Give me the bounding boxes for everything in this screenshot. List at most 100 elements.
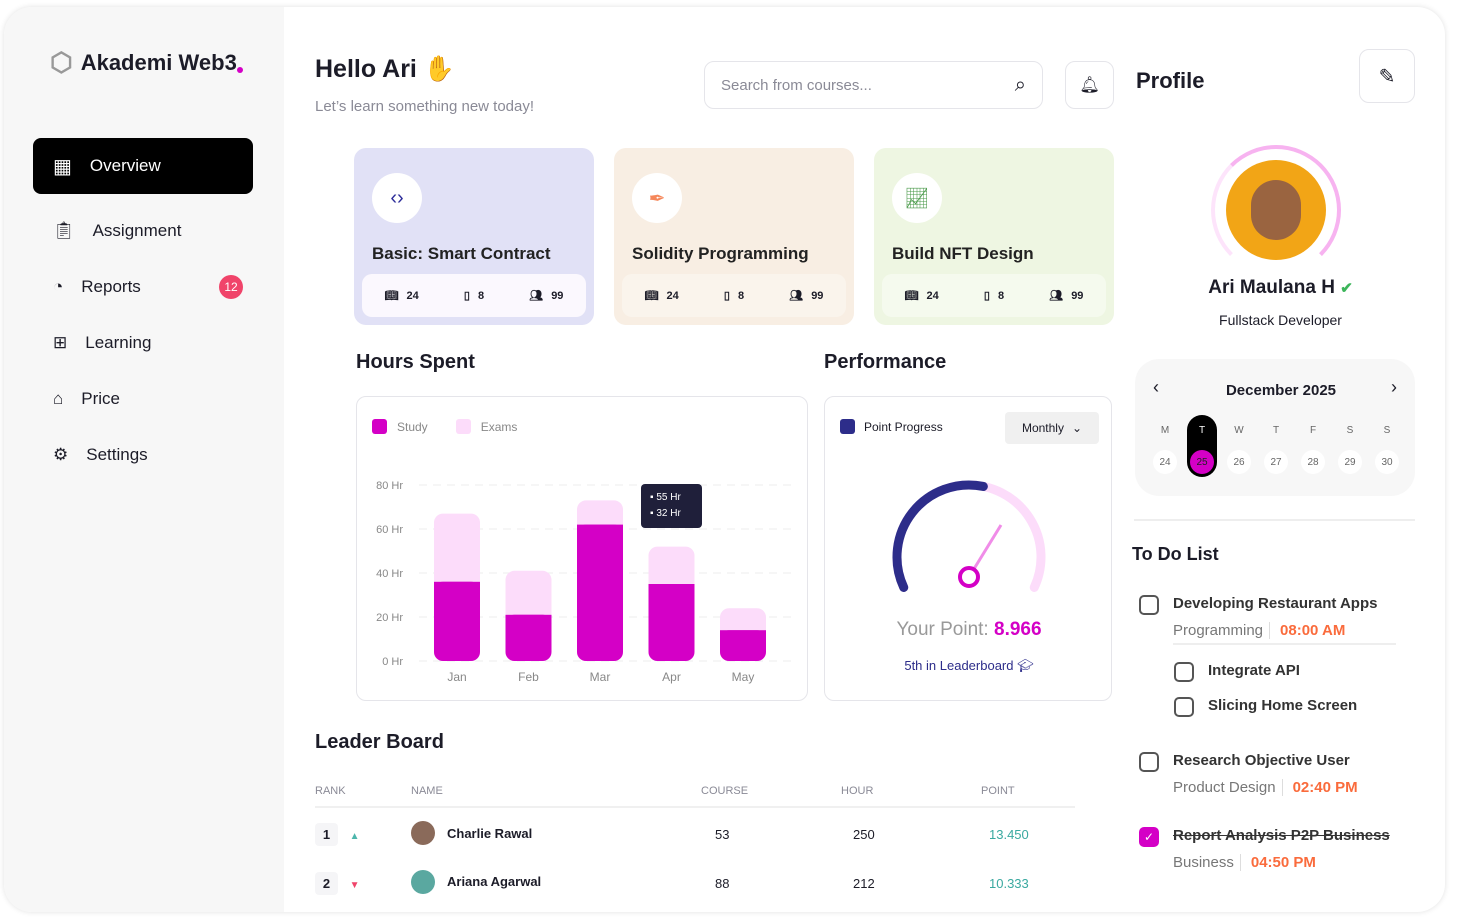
users-icon: 👥︎ 99 [789,289,824,303]
chevron-right-icon[interactable]: › [1391,377,1397,397]
pie-chart-icon: ◔ [53,277,64,296]
wave-icon: ✋ [423,55,455,83]
verified-icon: ✔ [1340,280,1353,297]
checkbox-checked[interactable]: ✓ [1139,827,1159,847]
gauge [892,480,1046,592]
tooltip: ▪ 55 Hr ▪ 32 Hr [641,484,702,528]
checkbox[interactable] [1139,595,1159,615]
avatar [411,821,435,845]
checkbox[interactable] [1174,662,1194,682]
users-icon: 👥︎ 99 [529,289,564,303]
network-logo-icon: ⬡ [50,47,73,77]
x-tick-label: Jan [447,670,466,684]
todo-subitem[interactable]: Slicing Home Screen [1174,697,1357,717]
trend-up-icon: ▲ [349,831,360,842]
period-dropdown[interactable]: Monthly ⌄ [1005,412,1099,444]
checkbox[interactable] [1174,697,1194,717]
sidebar-item-learning[interactable]: ⊞ Learning [53,333,152,352]
bell-icon: 🔔︎ [1079,77,1100,94]
checkbox[interactable] [1139,752,1159,772]
your-point: Your Point: 8.966 [896,619,1042,640]
logo[interactable]: ⬡ Akademi Web3 [50,47,243,78]
trend-down-icon: ▼ [349,879,360,891]
profile-title: Profile [1136,68,1205,93]
legend-study: Study [372,419,428,434]
x-tick-label: May [732,670,755,684]
sidebar-item-settings[interactable]: ⚙ Settings [53,445,148,464]
calendar-day[interactable]: M 24 [1150,415,1180,477]
notification-button[interactable]: 🔔︎ [1065,61,1114,109]
todo-item-done[interactable]: ✓ Report Analysis P2P Business Business 04:… [1139,827,1390,871]
calendar-day[interactable]: F 28 [1298,415,1328,477]
search-input[interactable]: Search from courses... ⌕ [704,61,1043,109]
table-row[interactable]: 2 ▼ Ariana Agarwal 88 212 10.333 [315,861,1075,905]
y-tick-label: 0 Hr [382,656,403,668]
calendar-day[interactable]: T 27 [1261,415,1291,477]
calendar-day[interactable]: W 26 [1224,415,1254,477]
chevron-down-icon: ⌄ [1071,421,1083,435]
gear-icon: ⚙ [53,445,69,464]
book-icon: 📖︎ 24 [904,289,939,303]
sidebar-item-price[interactable]: ⌂ Price [53,389,121,408]
clipboard-icon: 📋︎ [53,221,75,240]
bar-study-top [720,630,766,641]
bar-study-top [434,581,480,592]
x-tick-label: Feb [518,670,539,684]
hours-title: Hours Spent [356,351,475,373]
performance-panel: Point Progress Monthly ⌄ Your Point: 8.96… [824,396,1112,701]
course-card[interactable]: ✒ Solidity Programming 📖︎ 24 ▯ 8 👥︎ 99 [614,148,854,325]
todo-item[interactable]: Research Objective User Product Design 02:… [1139,752,1358,796]
file-plus-icon: ⊞ [53,333,68,352]
calendar-day[interactable]: T 25 [1187,415,1217,477]
stacked-bar-chart: 0 Hr 20 Hr 40 Hr 60 Hr 80 Hr Jan Feb Mar Apr May [376,480,793,684]
hours-chart-panel: Study Exams 0 Hr 20 Hr 40 Hr 60 Hr 80 Hr Jan F… [356,396,808,701]
search-icon[interactable]: ⌕ [1014,73,1026,96]
edit-icon: ✎ [1378,65,1396,88]
sidebar-item-overview[interactable]: ▦ Overview [33,138,253,194]
profile-role: Fullstack Developer [1219,312,1342,328]
bar-study-top [648,584,695,594]
nft-chart-icon: 📈︎ [892,173,942,223]
sidebar-item-reports[interactable]: ◔ Reports 12 [33,259,253,315]
chevron-left-icon[interactable]: ‹ [1153,377,1159,397]
inbox-icon: ⌂ [53,389,64,408]
x-tick-label: Apr [662,670,681,684]
clipboard-icon: ▯ 8 [723,289,745,303]
clipboard-icon: ▯ 8 [463,289,485,303]
code-window-icon: ‹› [372,173,422,223]
performance-title: Performance [824,351,947,373]
y-tick-label: 40 Hr [376,568,403,580]
app-window: ⬡ Akademi Web3 ▦ Overview 📋︎ Assignment ◔ Re… [4,7,1445,912]
table-row[interactable]: 1 ▲ Charlie Rawal 53 250 13.450 [315,807,1075,861]
leaderboard-rank[interactable]: 5th in Leaderboard 🎓︎ [904,658,1034,673]
bar-study [505,614,552,661]
sidebar-item-assignment[interactable]: 📋︎ Assignment [53,221,182,240]
bar-study-top [505,614,552,625]
users-icon: 👥︎ 99 [1049,289,1084,303]
leaderboard-title: Leader Board [315,731,444,753]
legend-exams: Exams [455,419,517,434]
calendar: ‹ December 2025 › M 24 T 25 W 26 T 27 F 28 S 29 S 30 [1135,359,1415,496]
graduation-cap-icon: 🎓︎ [1017,658,1034,673]
calendar-day[interactable]: S 29 [1335,415,1365,477]
bar-study-top [577,524,623,535]
todo-item[interactable]: Developing Restaurant Apps Programming 08:… [1139,595,1396,645]
subtitle: Let’s learn something new today! [315,98,535,115]
calendar-day[interactable]: S 30 [1372,415,1402,477]
profile-avatar [1226,160,1326,260]
todo-subitem[interactable]: Integrate API [1174,662,1300,682]
bar-study [648,584,695,661]
course-card[interactable]: 📈︎ Build NFT Design 📖︎ 24 ▯ 8 👥︎ 99 [874,148,1114,325]
y-tick-label: 80 Hr [376,480,403,492]
avatar [411,869,435,894]
bar-study [434,581,480,661]
grid-icon: ▦ [53,155,72,178]
x-tick-label: Mar [590,670,611,684]
profile-name: Ari Maulana H ✔ [1208,277,1353,298]
book-icon: 📖︎ 24 [384,289,419,303]
edit-profile-button[interactable]: ✎ [1359,49,1415,103]
book-icon: 📖︎ 24 [644,289,679,303]
course-card[interactable]: ‹› Basic: Smart Contract 📖︎ 24 ▯ 8 👥︎ 99 [354,148,594,325]
greeting: Hello Ari ✋ [315,55,455,83]
y-tick-label: 20 Hr [376,612,403,624]
